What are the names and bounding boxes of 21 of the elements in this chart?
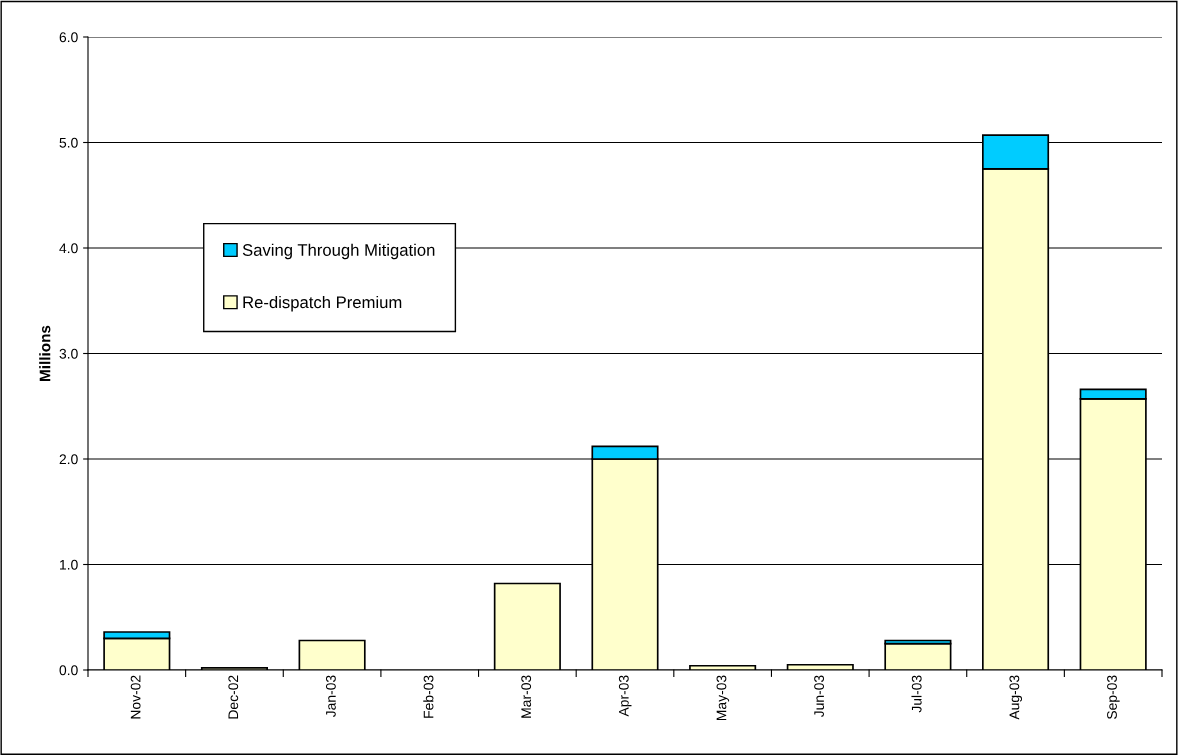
x-tick-label: Mar-03 xyxy=(521,675,532,718)
x-tick-label: Aug-03 xyxy=(1009,675,1023,720)
legend-label: Re-dispatch Premium xyxy=(243,295,402,312)
x-tick-label: Jul-03 xyxy=(911,675,922,713)
x-tick-label: Feb-03 xyxy=(423,675,434,718)
y-tick-label: 3.0 xyxy=(59,348,78,359)
legend-label: Saving Through Mitigation xyxy=(242,243,435,260)
x-tick-label: Jan-03 xyxy=(325,675,336,718)
x-tick-label: Apr-03 xyxy=(618,675,632,717)
x-tick-label: Sep-03 xyxy=(1107,675,1120,720)
y-axis-title: Millions xyxy=(39,325,51,381)
x-tick-label: May-03 xyxy=(716,675,730,721)
x-tick-label: Dec-02 xyxy=(228,675,239,719)
y-tick-label: 5.0 xyxy=(59,137,78,148)
y-tick-label: 1.0 xyxy=(60,559,78,570)
y-tick-label: 2.0 xyxy=(59,454,78,465)
y-tick-label: 0.0 xyxy=(59,665,78,676)
y-tick-label: 6.0 xyxy=(59,32,78,43)
x-tick-label: Jun-03 xyxy=(814,675,824,718)
x-tick-label: Nov-02 xyxy=(130,675,141,719)
y-tick-label: 4.0 xyxy=(59,243,78,254)
